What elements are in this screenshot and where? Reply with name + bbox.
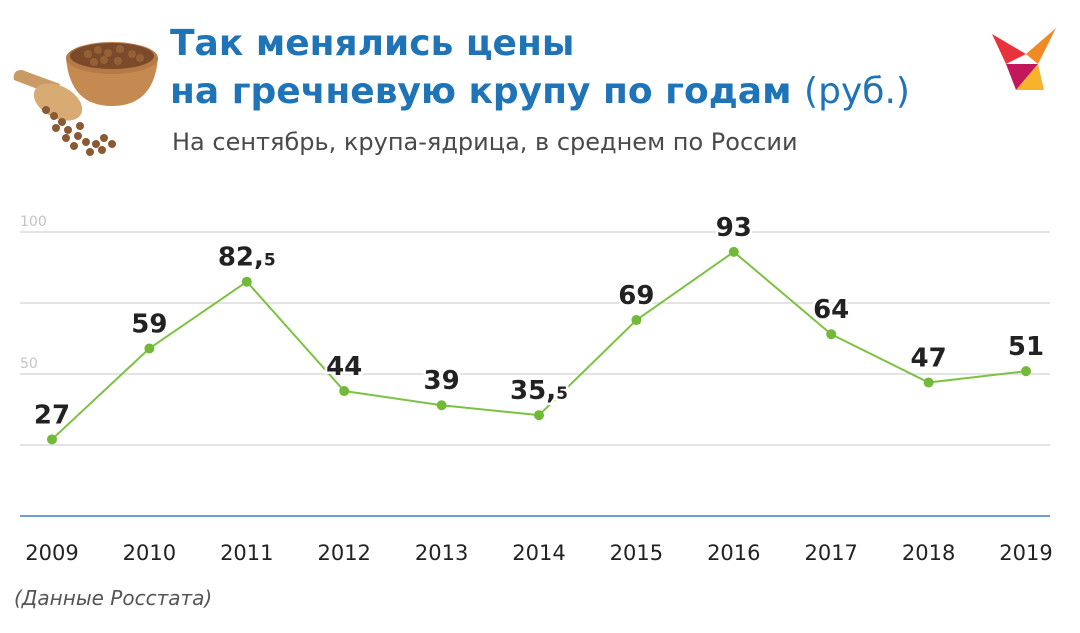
data-points — [47, 246, 1031, 445]
source-note: (Данные Росстата) — [14, 586, 213, 610]
data-point — [826, 329, 837, 340]
x-tick-label: 2015 — [610, 541, 663, 565]
data-label: 69 — [618, 281, 654, 311]
data-label: 27 — [34, 400, 70, 430]
data-point — [241, 276, 252, 287]
title-line-1: Так менялись цены — [170, 23, 575, 64]
data-label: 51 — [1008, 332, 1044, 362]
x-tick-label: 2017 — [804, 541, 857, 565]
data-labels: 27 59 82,5 44 39 35,5 69 93 64 47 51 — [31, 210, 1046, 432]
data-label: 35,5 — [510, 376, 568, 406]
data-label: 82,5 — [218, 243, 276, 273]
y-tick-label: 100 — [20, 214, 47, 230]
x-tick-label: 2016 — [707, 541, 760, 565]
data-point — [47, 434, 57, 445]
data-point — [534, 410, 544, 421]
data-label: 64 — [813, 295, 849, 325]
x-tick-label: 2009 — [25, 541, 78, 565]
x-tick-label: 2010 — [123, 541, 176, 565]
data-point — [1021, 366, 1031, 377]
data-label: 39 — [424, 366, 460, 396]
buckwheat-bowl-icon — [13, 42, 158, 156]
title-line-2: на гречневую крупу по годам — [170, 71, 792, 112]
kp-bird-logo-icon — [992, 28, 1056, 90]
data-point — [436, 400, 447, 411]
y-tick-label: 50 — [20, 356, 38, 372]
data-point — [144, 343, 155, 354]
data-label: 93 — [716, 213, 752, 243]
title-unit: (руб.) — [804, 71, 910, 112]
x-tick-label: 2018 — [902, 541, 955, 565]
tick-labels: 100 50 2009 2010 2011 2012 2013 2014 2015 2016 201… — [20, 214, 1053, 565]
data-label: 44 — [326, 352, 362, 382]
data-point — [339, 386, 350, 397]
chart-title: Так менялись цены на гречневую крупу по … — [170, 20, 910, 116]
data-point — [631, 315, 642, 326]
data-label: 47 — [911, 344, 947, 374]
chart-subtitle: На сентябрь, крупа-ядрица, в среднем по … — [172, 128, 798, 156]
data-point — [728, 246, 739, 257]
x-tick-label: 2012 — [317, 541, 370, 565]
gridlines — [20, 231, 1050, 446]
data-point — [923, 377, 934, 388]
x-tick-label: 2013 — [415, 541, 468, 565]
x-tick-label: 2011 — [220, 541, 273, 565]
x-tick-label: 2014 — [512, 541, 565, 565]
header: Так менялись цены на гречневую крупу по … — [0, 0, 1080, 190]
data-label: 59 — [131, 309, 167, 339]
x-tick-label: 2019 — [999, 541, 1052, 565]
